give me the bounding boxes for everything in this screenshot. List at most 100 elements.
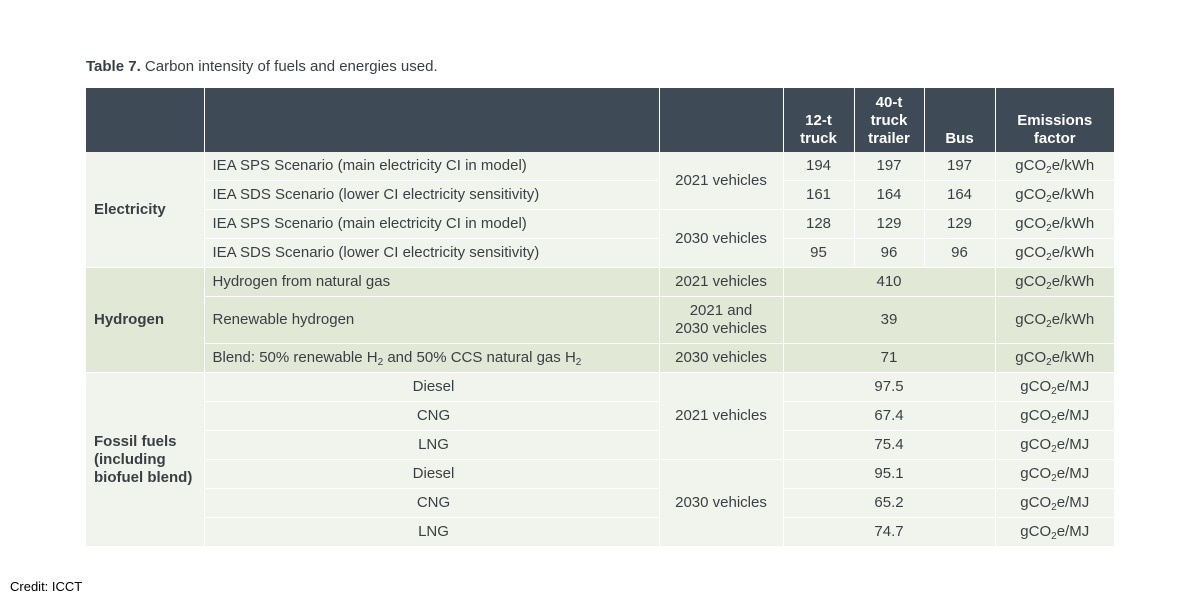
table-caption-text: Carbon intensity of fuels and energies u… — [144, 58, 438, 75]
unit-suffix: e/MJ — [1056, 436, 1090, 453]
value-bus: 197 — [924, 152, 996, 181]
unit-subscript: 2 — [1051, 444, 1057, 455]
value-bus: 164 — [924, 180, 996, 210]
vehicles-cell: 2021 and 2030 vehicles — [659, 296, 784, 344]
emissions-unit: gCO2e/MJ — [995, 401, 1114, 431]
row-description: IEA SDS Scenario (lower CI electricity s… — [204, 238, 660, 268]
unit-suffix: e/MJ — [1056, 523, 1090, 540]
row-description: Diesel — [204, 372, 660, 402]
table-row: Electricity IEA SPS Scenario (main elect… — [86, 152, 1114, 268]
table-row: CNG 65.2 gCO2e/MJ — [86, 488, 1114, 518]
emissions-unit: gCO2e/kWh — [995, 209, 1114, 239]
table-row: IEA SDS Scenario (lower CI electricity s… — [86, 238, 1114, 268]
unit-suffix: e/MJ — [1056, 378, 1090, 395]
value-12t: 194 — [783, 152, 855, 181]
unit-suffix: e/kWh — [1051, 311, 1095, 328]
credit-text: Credit: ICCT — [10, 579, 83, 594]
emissions-unit: gCO2e/kWh — [995, 238, 1114, 268]
unit-prefix: gCO — [1020, 436, 1052, 453]
table-row: Blend: 50% renewable H2 and 50% CCS natu… — [86, 343, 1114, 373]
table-row: IEA SDS Scenario (lower CI electricity s… — [86, 180, 1114, 210]
unit-suffix: e/MJ — [1056, 465, 1090, 482]
emissions-unit: gCO2e/kWh — [995, 180, 1114, 210]
unit-subscript: 2 — [1046, 194, 1052, 205]
emissions-unit: gCO2e/kWh — [995, 343, 1114, 373]
table-caption-label: Table 7. — [86, 58, 141, 75]
value-all-vehicles: 39 — [783, 296, 996, 344]
unit-prefix: gCO — [1020, 523, 1052, 540]
emissions-unit: gCO2e/MJ — [995, 430, 1114, 460]
group-electricity: Electricity — [86, 152, 205, 268]
unit-suffix: e/MJ — [1056, 494, 1090, 511]
vehicles-cell: 2021 vehicles — [659, 152, 784, 210]
value-40t: 164 — [854, 180, 925, 210]
unit-subscript: 2 — [1046, 319, 1052, 330]
unit-suffix: e/MJ — [1056, 407, 1090, 424]
value-all-vehicles: 65.2 — [783, 488, 996, 518]
unit-subscript: 2 — [1051, 473, 1057, 484]
row-description: Blend: 50% renewable H2 and 50% CCS natu… — [204, 343, 660, 373]
carbon-intensity-table: 12-t truck 40-t truck trailer Bus Emissi… — [86, 88, 1114, 547]
table-row: Renewable hydrogen 2021 and 2030 vehicle… — [86, 296, 1114, 344]
unit-prefix: gCO — [1015, 273, 1047, 290]
header-emissions-factor: Emissions factor — [995, 88, 1114, 152]
unit-prefix: gCO — [1020, 407, 1052, 424]
table-row: LNG 75.4 gCO2e/MJ — [86, 430, 1114, 460]
unit-subscript: 2 — [1046, 223, 1052, 234]
header-12t-truck: 12-t truck — [783, 88, 855, 152]
desc-part: Blend: 50% renewable H — [212, 349, 378, 366]
value-40t: 197 — [854, 152, 925, 181]
value-all-vehicles: 74.7 — [783, 517, 996, 547]
unit-prefix: gCO — [1020, 465, 1052, 482]
vehicles-cell: 2021 vehicles — [659, 372, 784, 460]
unit-prefix: gCO — [1020, 494, 1052, 511]
unit-suffix: e/kWh — [1051, 215, 1095, 232]
value-bus: 96 — [924, 238, 996, 268]
row-description: CNG — [204, 401, 660, 431]
emissions-unit: gCO2e/kWh — [995, 267, 1114, 297]
value-all-vehicles: 95.1 — [783, 459, 996, 489]
unit-subscript: 2 — [1046, 252, 1052, 263]
vehicles-cell: 2030 vehicles — [659, 459, 784, 547]
unit-suffix: e/kWh — [1051, 244, 1095, 261]
table-caption: Table 7. Carbon intensity of fuels and e… — [86, 58, 438, 75]
unit-suffix: e/kWh — [1051, 157, 1095, 174]
row-description: LNG — [204, 430, 660, 460]
group-fossil-fuels: Fossil fuels (including biofuel blend) — [86, 372, 205, 547]
unit-subscript: 2 — [1051, 415, 1057, 426]
table-row: Hydrogen Hydrogen from natural gas 2021 … — [86, 267, 1114, 373]
header-40t-truck-trailer: 40-t truck trailer — [854, 88, 925, 152]
vehicles-cell: 2021 vehicles — [659, 267, 784, 297]
emissions-unit: gCO2e/kWh — [995, 152, 1114, 181]
value-all-vehicles: 75.4 — [783, 430, 996, 460]
unit-prefix: gCO — [1015, 349, 1047, 366]
vehicles-cell: 2030 vehicles — [659, 209, 784, 268]
unit-prefix: gCO — [1015, 157, 1047, 174]
unit-subscript: 2 — [1046, 357, 1052, 368]
emissions-unit: gCO2e/MJ — [995, 488, 1114, 518]
header-scenario — [204, 88, 660, 152]
unit-suffix: e/kWh — [1051, 186, 1095, 203]
unit-subscript: 2 — [1046, 165, 1052, 176]
emissions-unit: gCO2e/kWh — [995, 296, 1114, 344]
table-row: IEA SPS Scenario (main electricity CI in… — [86, 209, 1114, 268]
value-40t: 129 — [854, 209, 925, 239]
vehicles-cell: 2030 vehicles — [659, 343, 784, 373]
table-row: CNG 67.4 gCO2e/MJ — [86, 401, 1114, 431]
unit-prefix: gCO — [1015, 244, 1047, 261]
unit-subscript: 2 — [1051, 531, 1057, 542]
value-12t: 95 — [783, 238, 855, 268]
table-row: Diesel 2030 vehicles 95.1 gCO2e/MJ — [86, 459, 1114, 547]
unit-prefix: gCO — [1020, 378, 1052, 395]
row-description: Diesel — [204, 459, 660, 489]
row-description: LNG — [204, 517, 660, 547]
row-description: IEA SPS Scenario (main electricity CI in… — [204, 209, 660, 239]
header-vehicles — [659, 88, 784, 152]
value-all-vehicles: 410 — [783, 267, 996, 297]
value-all-vehicles: 67.4 — [783, 401, 996, 431]
desc-subscript: 2 — [575, 357, 582, 368]
row-description: Renewable hydrogen — [204, 296, 660, 344]
unit-subscript: 2 — [1046, 281, 1052, 292]
row-description: IEA SDS Scenario (lower CI electricity s… — [204, 180, 660, 210]
group-hydrogen: Hydrogen — [86, 267, 205, 373]
